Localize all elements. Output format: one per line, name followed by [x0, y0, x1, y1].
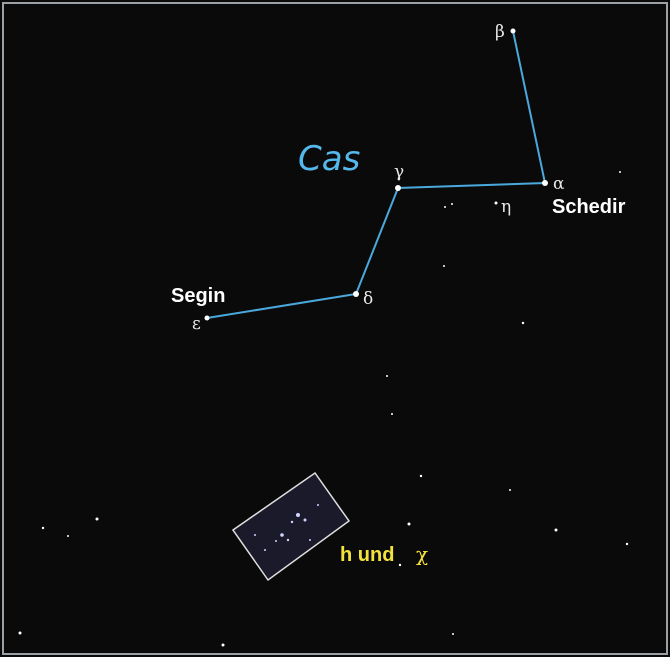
star: [509, 489, 511, 491]
star: [95, 517, 99, 521]
star: [303, 518, 307, 522]
star: [386, 375, 388, 377]
star: [407, 522, 411, 526]
star: [444, 206, 446, 208]
star-letter: δ: [363, 289, 373, 309]
star: [296, 513, 300, 517]
star: [625, 542, 629, 546]
star: [494, 201, 498, 205]
star-letter: α: [553, 174, 565, 194]
star: [443, 265, 445, 267]
star: [286, 538, 290, 542]
star: [542, 180, 548, 186]
star: [67, 535, 69, 537]
star: [353, 291, 359, 297]
star: [619, 171, 621, 173]
star: [275, 540, 277, 542]
star: [264, 549, 266, 551]
star: [204, 315, 210, 321]
star: [451, 203, 453, 205]
star: [554, 528, 558, 532]
constellation-name: Cas: [298, 139, 360, 179]
star: [309, 539, 311, 541]
star: [317, 504, 319, 506]
cluster-stars: [254, 504, 319, 551]
star: [510, 28, 516, 34]
star-letter: ε: [192, 314, 201, 334]
star-letter: η: [501, 197, 511, 217]
star: [221, 643, 225, 647]
star: [280, 533, 284, 537]
star: [452, 633, 454, 635]
cluster-frame: [231, 471, 351, 582]
star: [419, 474, 423, 478]
star: [290, 520, 294, 524]
star: [254, 534, 256, 536]
star-name: Segin: [171, 285, 225, 307]
star: [521, 321, 525, 325]
star: [395, 185, 401, 191]
cluster-letter: χ: [416, 542, 428, 566]
star: [398, 563, 402, 567]
field-stars: [18, 28, 629, 647]
star-letter: β: [495, 22, 505, 42]
star: [18, 631, 22, 635]
star-letter: γ: [394, 162, 404, 182]
star-name: Schedir: [552, 196, 626, 218]
star: [391, 413, 393, 415]
cluster-label: h und: [340, 544, 394, 566]
star: [41, 526, 45, 530]
